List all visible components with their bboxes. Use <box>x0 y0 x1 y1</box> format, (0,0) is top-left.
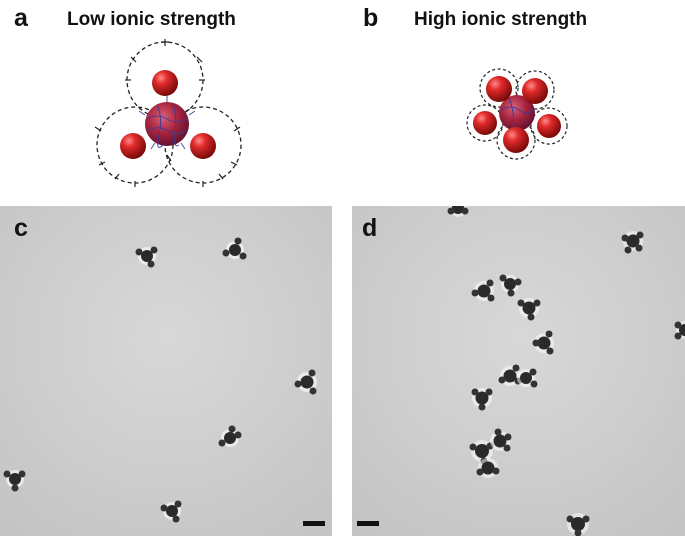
cluster <box>294 369 317 395</box>
panel-label-c: c <box>14 214 28 242</box>
cluster <box>517 298 541 321</box>
micrograph-c-image <box>0 206 332 536</box>
satellite-particle <box>190 133 216 159</box>
satellite-particle <box>486 76 512 102</box>
satellite-particle <box>120 133 146 159</box>
micrograph-d: d <box>352 206 685 536</box>
cluster <box>160 500 182 523</box>
satellite-particle <box>473 111 497 135</box>
cluster <box>218 425 242 447</box>
cluster <box>471 388 493 411</box>
panel-label-a: a <box>14 4 28 32</box>
cluster <box>222 237 247 260</box>
cluster <box>674 321 685 340</box>
micrograph-d-image <box>352 206 685 536</box>
cluster <box>135 246 158 268</box>
satellite-particle <box>537 114 561 138</box>
cluster <box>469 440 494 465</box>
low-ionic-strength-schematic <box>94 39 242 187</box>
cluster <box>566 513 590 536</box>
scale-bar-c <box>303 521 325 526</box>
debye-shell <box>479 68 519 108</box>
high-ionic-strength-schematic <box>466 68 568 160</box>
cluster <box>447 206 469 217</box>
cluster <box>3 470 26 492</box>
micrograph-c: c <box>0 206 332 536</box>
cluster <box>532 330 554 355</box>
satellite-particle <box>152 70 178 96</box>
panel-title-b: High ionic strength <box>414 9 588 30</box>
core-particle <box>499 95 535 131</box>
debye-shell <box>515 70 555 110</box>
cluster <box>517 368 538 388</box>
scale-bar-d <box>357 521 379 526</box>
debye-shell <box>530 107 568 145</box>
panel-label-b: b <box>363 4 379 32</box>
core-particle <box>145 102 189 146</box>
panel-label-d: d <box>362 214 378 242</box>
cluster <box>621 231 644 254</box>
panel-title-a: Low ionic strength <box>67 9 236 30</box>
cluster <box>498 364 522 386</box>
cluster <box>490 428 512 452</box>
cluster <box>499 274 522 297</box>
cluster <box>476 458 500 478</box>
cluster <box>471 279 495 302</box>
satellite-particle <box>522 78 548 104</box>
satellite-particle <box>503 127 529 153</box>
